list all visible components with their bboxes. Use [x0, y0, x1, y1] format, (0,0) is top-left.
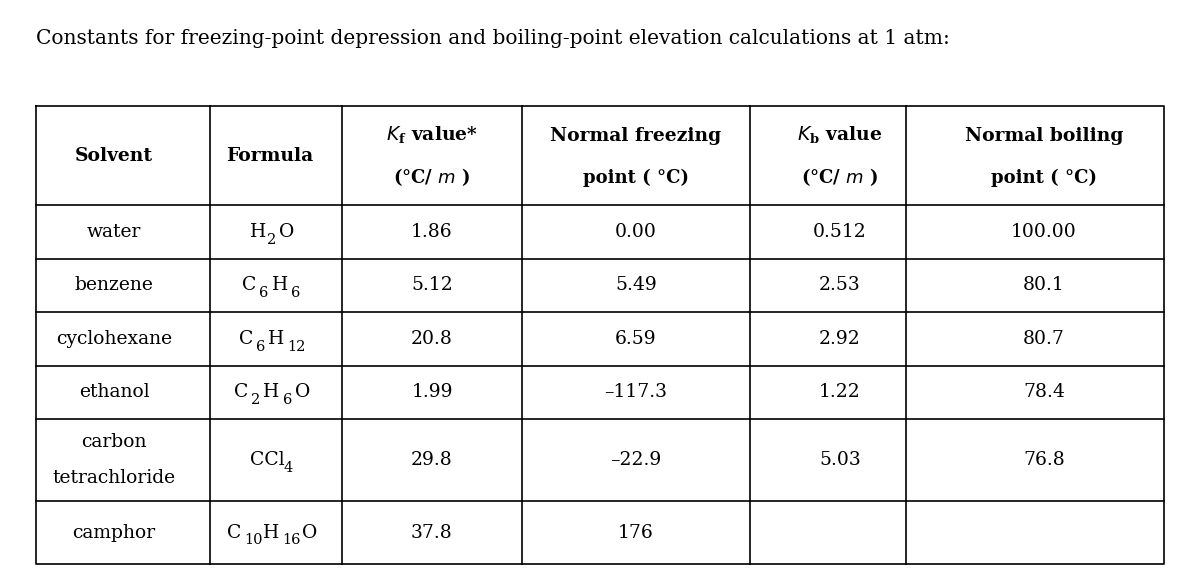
Text: 76.8: 76.8: [1024, 451, 1064, 469]
Text: 6: 6: [259, 286, 269, 300]
Text: 6: 6: [283, 393, 292, 407]
Text: cyclohexane: cyclohexane: [56, 330, 172, 348]
Text: benzene: benzene: [74, 276, 154, 295]
Text: 16: 16: [283, 533, 301, 547]
Text: 0.512: 0.512: [814, 223, 866, 241]
Text: $K_{\mathregular{b}}$ value: $K_{\mathregular{b}}$ value: [797, 125, 883, 146]
Text: C: C: [227, 524, 247, 542]
Text: carbon: carbon: [82, 433, 146, 451]
Text: H: H: [257, 383, 286, 402]
Text: –117.3: –117.3: [605, 383, 667, 402]
Text: 6.59: 6.59: [616, 330, 656, 348]
Text: 20.8: 20.8: [412, 330, 452, 348]
Text: C: C: [242, 276, 263, 295]
Text: 5.49: 5.49: [616, 276, 656, 295]
Text: tetrachloride: tetrachloride: [53, 469, 175, 487]
Text: water: water: [86, 223, 142, 241]
Text: Constants for freezing-point depression and boiling-point elevation calculations: Constants for freezing-point depression …: [36, 29, 950, 48]
Text: O: O: [274, 223, 295, 241]
Text: (°C/ $\mathit{m}$ ): (°C/ $\mathit{m}$ ): [802, 166, 878, 188]
Text: 10: 10: [244, 533, 263, 547]
Text: ethanol: ethanol: [79, 383, 149, 402]
Text: C: C: [239, 330, 259, 348]
Text: H: H: [257, 524, 286, 542]
Text: 0.00: 0.00: [616, 223, 656, 241]
Text: H: H: [250, 223, 272, 241]
Text: 2.53: 2.53: [820, 276, 860, 295]
Text: (°C/ $\mathit{m}$ ): (°C/ $\mathit{m}$ ): [394, 166, 470, 188]
Text: point ( °C): point ( °C): [991, 168, 1097, 186]
Text: 2: 2: [251, 393, 260, 407]
Text: $K_{\mathregular{f}}$ value*: $K_{\mathregular{f}}$ value*: [386, 125, 478, 146]
Text: 1.99: 1.99: [412, 383, 452, 402]
Text: 6: 6: [292, 286, 300, 300]
Text: O: O: [296, 524, 318, 542]
Text: Normal boiling: Normal boiling: [965, 126, 1123, 145]
Text: –22.9: –22.9: [611, 451, 661, 469]
Text: Formula: Formula: [227, 146, 313, 165]
Text: 78.4: 78.4: [1024, 383, 1064, 402]
Text: 37.8: 37.8: [412, 524, 452, 542]
Text: Solvent: Solvent: [74, 146, 154, 165]
Text: point ( °C): point ( °C): [583, 168, 689, 186]
Text: 80.1: 80.1: [1024, 276, 1064, 295]
Text: 2: 2: [266, 233, 276, 246]
Text: 29.8: 29.8: [412, 451, 452, 469]
Text: H: H: [265, 276, 294, 295]
Text: 5.12: 5.12: [412, 276, 452, 295]
Text: camphor: camphor: [72, 524, 156, 542]
Text: CCl: CCl: [250, 451, 290, 469]
Text: 176: 176: [618, 524, 654, 542]
Text: 1.22: 1.22: [820, 383, 860, 402]
Text: 12: 12: [288, 340, 306, 353]
Text: 4: 4: [283, 460, 293, 475]
Text: 100.00: 100.00: [1012, 223, 1076, 241]
Text: 80.7: 80.7: [1024, 330, 1064, 348]
Text: C: C: [234, 383, 254, 402]
Text: 2.92: 2.92: [820, 330, 860, 348]
Text: H: H: [263, 330, 290, 348]
Text: O: O: [289, 383, 311, 402]
Text: 5.03: 5.03: [820, 451, 860, 469]
Text: 1.86: 1.86: [412, 223, 452, 241]
Text: Normal freezing: Normal freezing: [551, 126, 721, 145]
Text: 6: 6: [256, 340, 265, 353]
